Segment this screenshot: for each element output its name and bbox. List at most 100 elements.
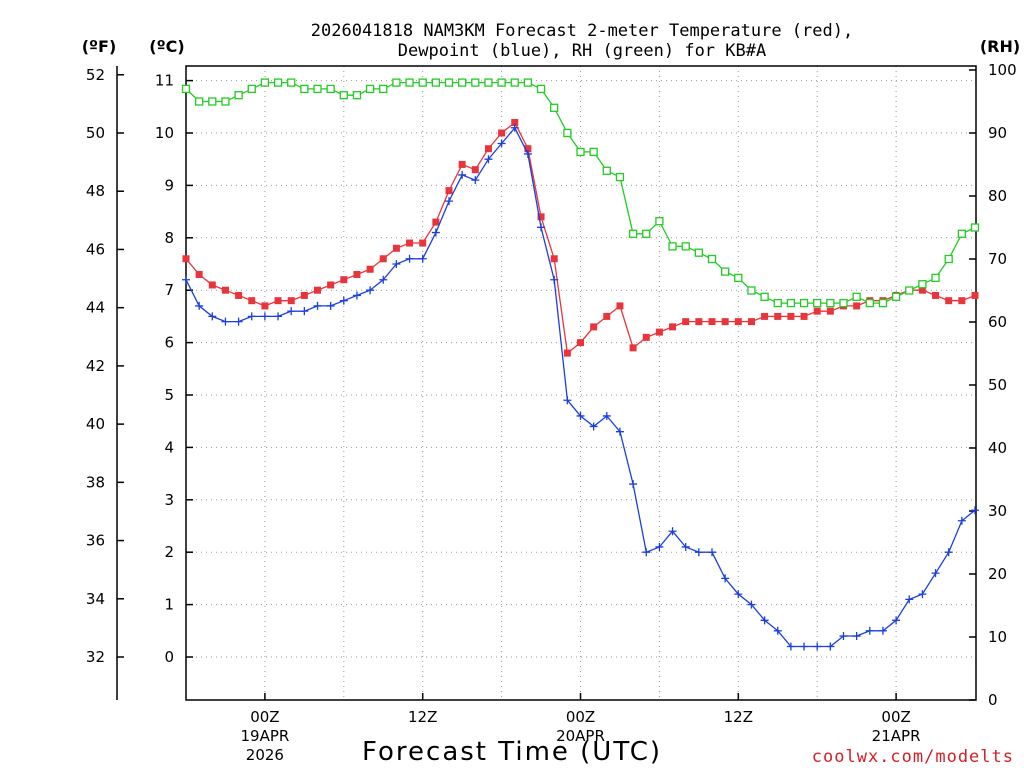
dewpoint-point — [957, 516, 966, 525]
dewpoint-point — [392, 260, 401, 268]
temperature-point — [406, 239, 414, 247]
rh-point — [813, 298, 822, 308]
dewpoint-point — [800, 642, 809, 651]
rh-point — [563, 128, 572, 138]
rh-point — [694, 248, 703, 257]
rh-point — [221, 97, 230, 106]
dewpoint-point — [721, 574, 730, 583]
x-tick-date: 20APR — [556, 727, 605, 745]
rh-point — [326, 84, 335, 94]
temperature-point — [550, 255, 558, 263]
dewpoint-point — [826, 642, 835, 651]
rh-point — [628, 229, 638, 238]
rh-tick-label: 60 — [988, 313, 1007, 331]
dewpoint-point — [694, 548, 703, 557]
fahrenheit-tick-label: 52 — [86, 66, 105, 84]
temperature-point — [340, 276, 348, 284]
dewpoint-point — [458, 170, 467, 179]
rh-point — [418, 78, 427, 87]
dewpoint-point — [918, 590, 927, 599]
rh-point — [300, 84, 309, 94]
temperature-point — [563, 349, 571, 357]
dewpoint-point — [352, 291, 361, 300]
celsius-tick-label: 2 — [164, 543, 174, 561]
temperature-point — [537, 213, 545, 221]
temperature-point — [761, 312, 769, 320]
x-tick-label: 12Z — [408, 708, 437, 726]
celsius-tick-label: 1 — [164, 596, 174, 614]
chart-title-line1: 2026041818 NAM3KM Forecast 2-meter Tempe… — [311, 21, 853, 41]
rh-point — [510, 78, 519, 87]
rh-tick-label: 30 — [988, 502, 1007, 520]
dewpoint-point — [537, 223, 546, 232]
celsius-tick-label: 0 — [164, 648, 174, 666]
dewpoint-point — [445, 197, 453, 206]
rh-point — [260, 78, 270, 87]
dewpoint-point — [431, 228, 440, 237]
temperature-point — [392, 244, 400, 252]
rh-point — [602, 166, 611, 175]
temperature-point — [826, 307, 834, 315]
series-blue — [182, 123, 979, 651]
rh-point — [352, 91, 362, 100]
dewpoint-point — [234, 317, 243, 326]
temperature-point — [747, 318, 755, 326]
rh-tick-label: 40 — [988, 439, 1007, 457]
rh-point — [457, 78, 467, 87]
temperature-point — [182, 255, 190, 263]
rh-ticks: 0 10 20 30 40 50 60 70 80 90 100 — [969, 61, 1017, 709]
rh-point — [786, 298, 796, 308]
temperature-point — [590, 323, 598, 331]
temperature-point — [511, 119, 519, 127]
x-tick-year: 2026 — [246, 746, 284, 764]
series-green — [181, 78, 980, 308]
watermark: coolwx.com/modelts — [812, 747, 1014, 767]
temperature-point — [774, 312, 782, 320]
temperature-point — [235, 291, 243, 299]
temperature-point — [221, 286, 229, 294]
rh-point — [944, 254, 953, 264]
dewpoint-point — [274, 312, 283, 321]
rh-point — [287, 78, 296, 87]
x-axis-title: Forecast Time (UTC) — [362, 737, 662, 767]
x-tick-label: 00Z — [250, 708, 279, 726]
fahrenheit-axis-label: (ºF) — [82, 37, 117, 56]
temperature-point — [484, 145, 492, 153]
dewpoint-point — [247, 312, 256, 321]
dewpoint-point — [366, 286, 375, 295]
rh-point — [957, 229, 966, 238]
temperature-point — [918, 286, 926, 294]
rh-point — [865, 298, 874, 308]
temperature-point — [734, 318, 742, 326]
celsius-tick-label: 3 — [164, 491, 174, 509]
rh-point — [747, 286, 756, 295]
rh-point — [444, 78, 454, 87]
temperature-point — [695, 318, 703, 326]
temperature-point — [248, 297, 256, 305]
rh-point — [234, 91, 243, 100]
dewpoint-point — [971, 506, 979, 515]
rh-point — [826, 298, 835, 308]
dewpoint-point — [418, 254, 427, 263]
rh-tick-label: 100 — [988, 61, 1017, 79]
dewpoint-point — [471, 176, 480, 185]
temperature-point — [261, 302, 269, 310]
dewpoint-point — [300, 307, 309, 316]
temperature-point — [642, 333, 650, 341]
rh-point — [247, 84, 256, 94]
rh-point — [891, 292, 901, 301]
x-tick-label: 00Z — [881, 708, 910, 726]
rh-tick-label: 50 — [988, 376, 1007, 394]
temperature-point — [629, 344, 637, 352]
temperature-point — [721, 318, 729, 326]
temperature-point — [300, 291, 308, 299]
rh-point — [681, 242, 690, 251]
temperature-point — [524, 145, 532, 153]
rh-point — [379, 84, 388, 94]
celsius-ticks: 0 1 2 3 4 5 6 7 8 9 10 11 — [155, 72, 193, 666]
temperature-point — [787, 312, 795, 320]
rh-tick-label: 20 — [988, 565, 1007, 583]
temperature-point — [287, 297, 295, 305]
rh-point — [773, 298, 782, 308]
